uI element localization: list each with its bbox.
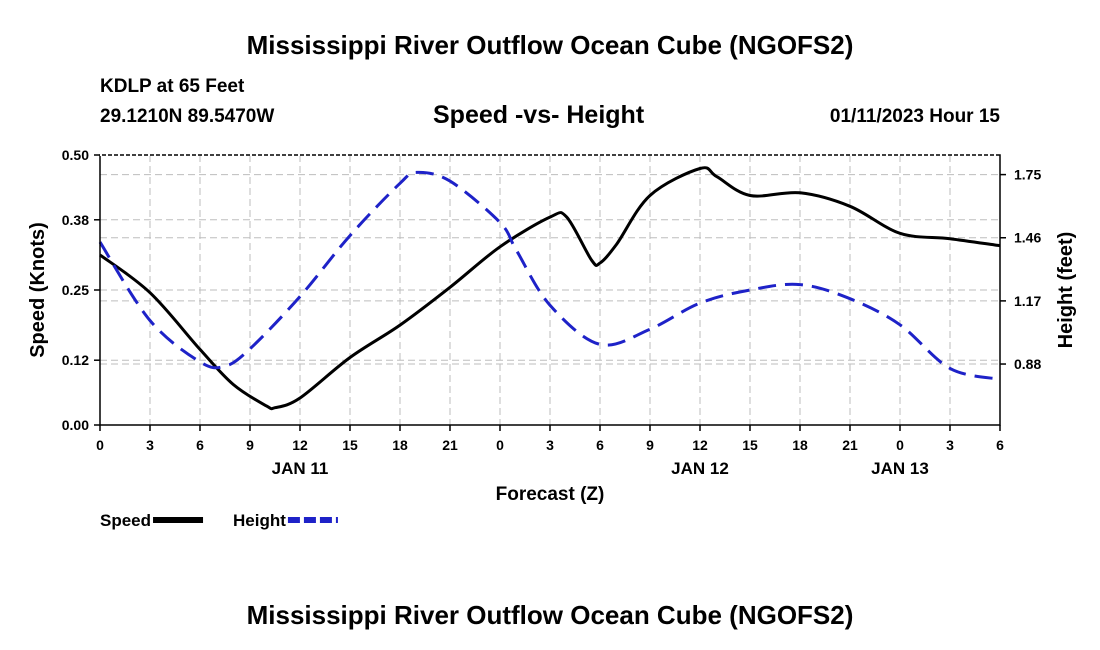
x-tick-label: 6 [996,437,1004,453]
series-line-speed [99,166,1001,411]
location-label: 29.1210N 89.5470W [100,106,275,127]
y-right-axis-label: Height (feet) [1055,232,1077,349]
x-tick-label: 9 [246,437,254,453]
x-tick-label: 3 [546,437,554,453]
footer-title: Mississippi River Outflow Ocean Cube (NG… [246,600,854,630]
y-left-axis-label: Speed (Knots) [27,222,49,358]
legend-label-height: Height [233,511,286,530]
station-label: KDLP at 65 Feet [100,76,245,97]
x-axis-label: Forecast (Z) [496,484,605,505]
y-right-tick-label: 1.17 [1014,293,1041,309]
grid-layer [100,155,1000,425]
y-left-tick-label: 0.00 [62,417,89,433]
x-date-label: JAN 12 [671,459,729,478]
x-tick-label: 15 [342,437,358,453]
x-tick-label: 21 [442,437,458,453]
x-tick-label: 12 [292,437,308,453]
x-tick-label: 9 [646,437,654,453]
y-right-tick-label: 0.88 [1014,356,1041,372]
y-left-tick-label: 0.12 [62,352,89,368]
series-layer [98,166,1001,411]
x-tick-label: 12 [692,437,708,453]
x-tick-label: 3 [946,437,954,453]
x-date-label: JAN 13 [871,459,929,478]
x-tick-label: 0 [96,437,104,453]
x-tick-label: 18 [792,437,808,453]
y-left-tick-label: 0.50 [62,147,89,163]
axis-layer: 0 3 6 9 12 15 18 21 0 3 6 9 12 15 18 21 0 3 6 JAN 11 JAN 12 J… [27,147,1077,505]
x-tick-label: 0 [496,437,504,453]
legend-layer: Speed Height [100,511,338,530]
series-line-height [98,170,1001,381]
x-tick-label: 21 [842,437,858,453]
x-tick-label: 15 [742,437,758,453]
legend-label-speed: Speed [100,511,151,530]
x-tick-label: 6 [196,437,204,453]
x-tick-label: 6 [596,437,604,453]
y-right-tick-label: 1.46 [1014,230,1041,246]
datetime-label: 01/11/2023 Hour 15 [829,106,1000,127]
y-right-tick-label: 1.75 [1014,167,1041,183]
chart-main-title: Mississippi River Outflow Ocean Cube (NG… [246,30,854,60]
y-left-tick-label: 0.38 [62,212,89,228]
chart-subtitle: Speed -vs- Height [433,101,645,129]
x-tick-label: 0 [896,437,904,453]
x-tick-label: 18 [392,437,408,453]
x-tick-label: 3 [146,437,154,453]
y-left-tick-label: 0.25 [62,282,89,298]
x-date-label: JAN 11 [272,459,329,478]
